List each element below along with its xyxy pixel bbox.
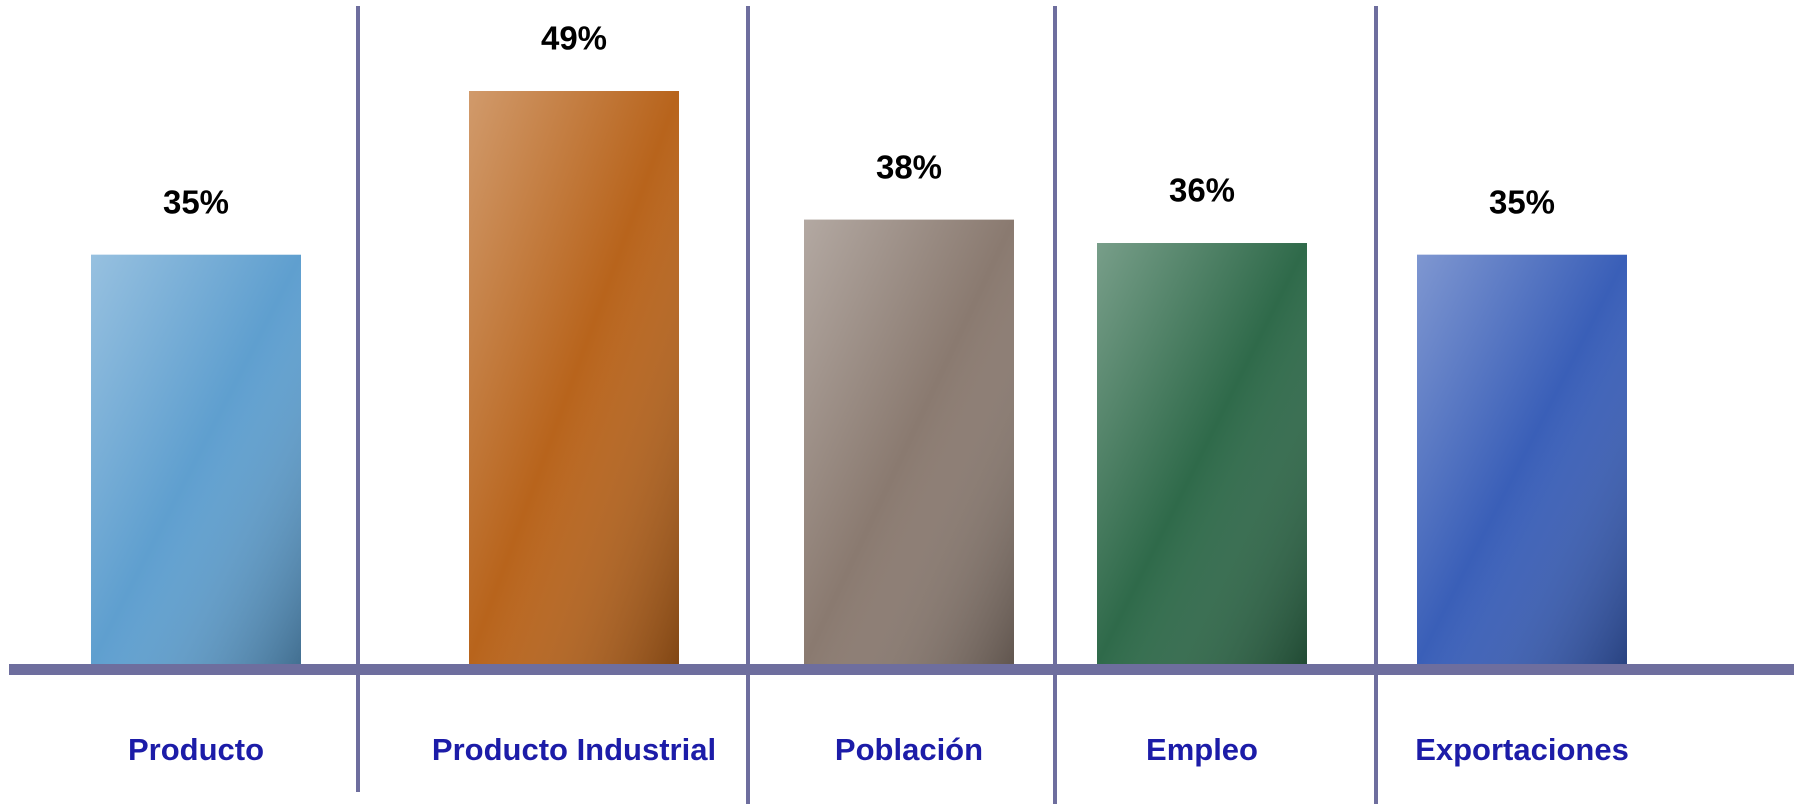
value-label: 36%: [1169, 172, 1235, 209]
value-label: 35%: [1489, 183, 1555, 220]
baseline: [9, 664, 1794, 675]
category-label: Población: [835, 732, 983, 767]
category-label: Producto: [128, 732, 264, 767]
category-label: Producto Industrial: [432, 732, 716, 767]
category-label: Empleo: [1146, 732, 1258, 767]
value-label: 49%: [541, 20, 607, 57]
bar-shade: [1417, 254, 1627, 664]
bar-shade: [91, 254, 301, 664]
value-label: 35%: [163, 183, 229, 220]
category-label: Exportaciones: [1415, 732, 1629, 767]
value-label: 38%: [876, 148, 942, 185]
bar-shade: [804, 219, 1014, 664]
bar-shade: [1097, 243, 1307, 665]
bar-shade: [469, 91, 679, 664]
